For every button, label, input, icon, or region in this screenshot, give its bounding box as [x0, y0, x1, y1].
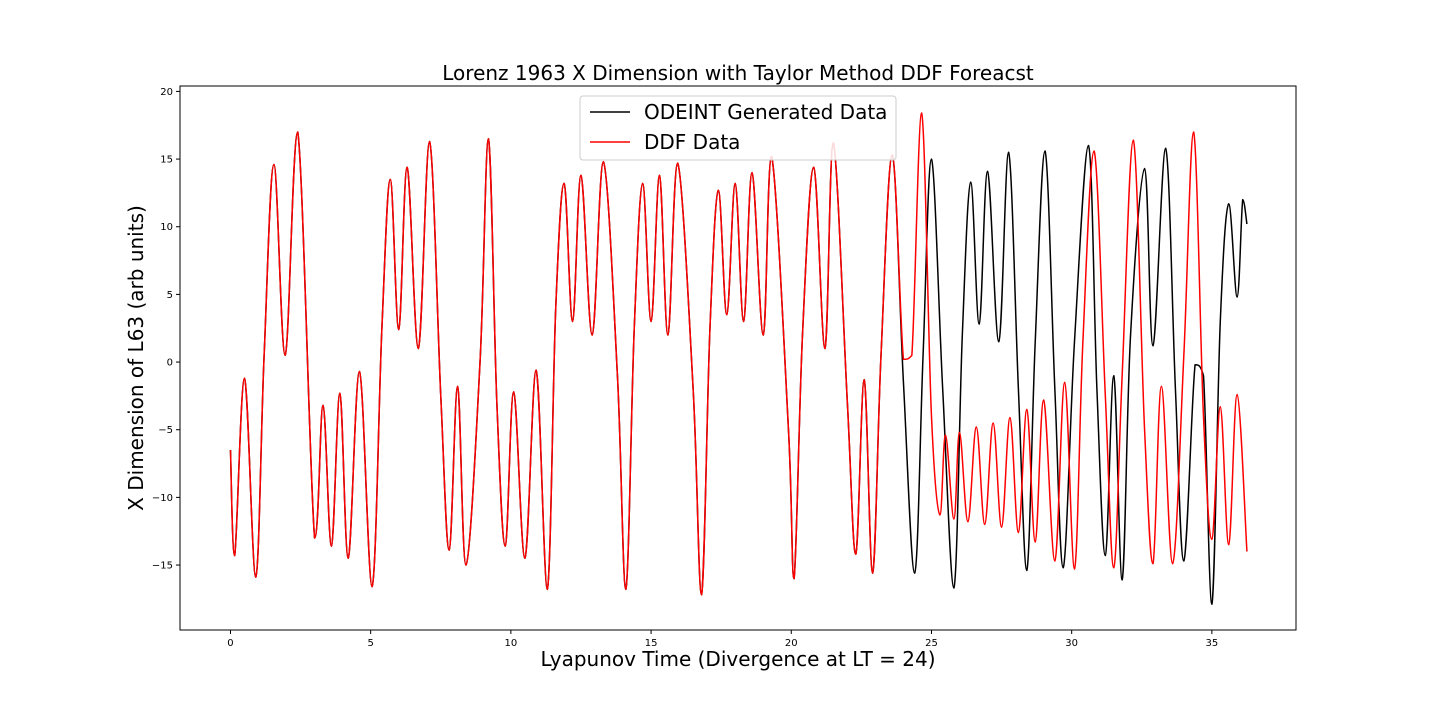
- y-axis-label: X Dimension of L63 (arb units): [124, 205, 148, 511]
- chart-title: Lorenz 1963 X Dimension with Taylor Meth…: [442, 61, 1034, 85]
- x-tick-label: 20: [785, 638, 798, 649]
- series-layer: [229, 112, 1248, 606]
- y-tick-label: 15: [160, 155, 173, 166]
- x-axis-label: Lyapunov Time (Divergence at LT = 24): [540, 647, 935, 671]
- y-tick-label: −10: [152, 493, 173, 504]
- y-tick-label: 5: [167, 290, 173, 301]
- legend-label-odeint: ODEINT Generated Data: [644, 100, 887, 124]
- series-line-ddf: [229, 112, 1248, 596]
- legend-label-ddf: DDF Data: [644, 130, 740, 154]
- y-tick-label: −15: [152, 561, 173, 572]
- y-tick-label: 10: [160, 222, 173, 233]
- legend-box: [579, 95, 897, 161]
- x-tick-label: 5: [367, 638, 373, 649]
- x-tick-label: 0: [227, 638, 233, 649]
- x-tick-label: 15: [645, 638, 658, 649]
- x-tick-label: 30: [1065, 638, 1078, 649]
- x-tick-label: 10: [505, 638, 518, 649]
- ticks-layer: 0 5 10 15 20 25 30 35 −15 −10 −5 0 5 10 15 20: [152, 87, 1218, 649]
- y-tick-label: 20: [160, 87, 173, 98]
- plot-area: [179, 85, 1297, 631]
- y-tick-label: 0: [167, 358, 173, 369]
- x-tick-label: 25: [925, 638, 938, 649]
- x-tick-label: 35: [1206, 638, 1219, 649]
- y-tick-label: −5: [158, 425, 173, 436]
- legend: ODEINT Generated Data DDF Data: [579, 95, 897, 161]
